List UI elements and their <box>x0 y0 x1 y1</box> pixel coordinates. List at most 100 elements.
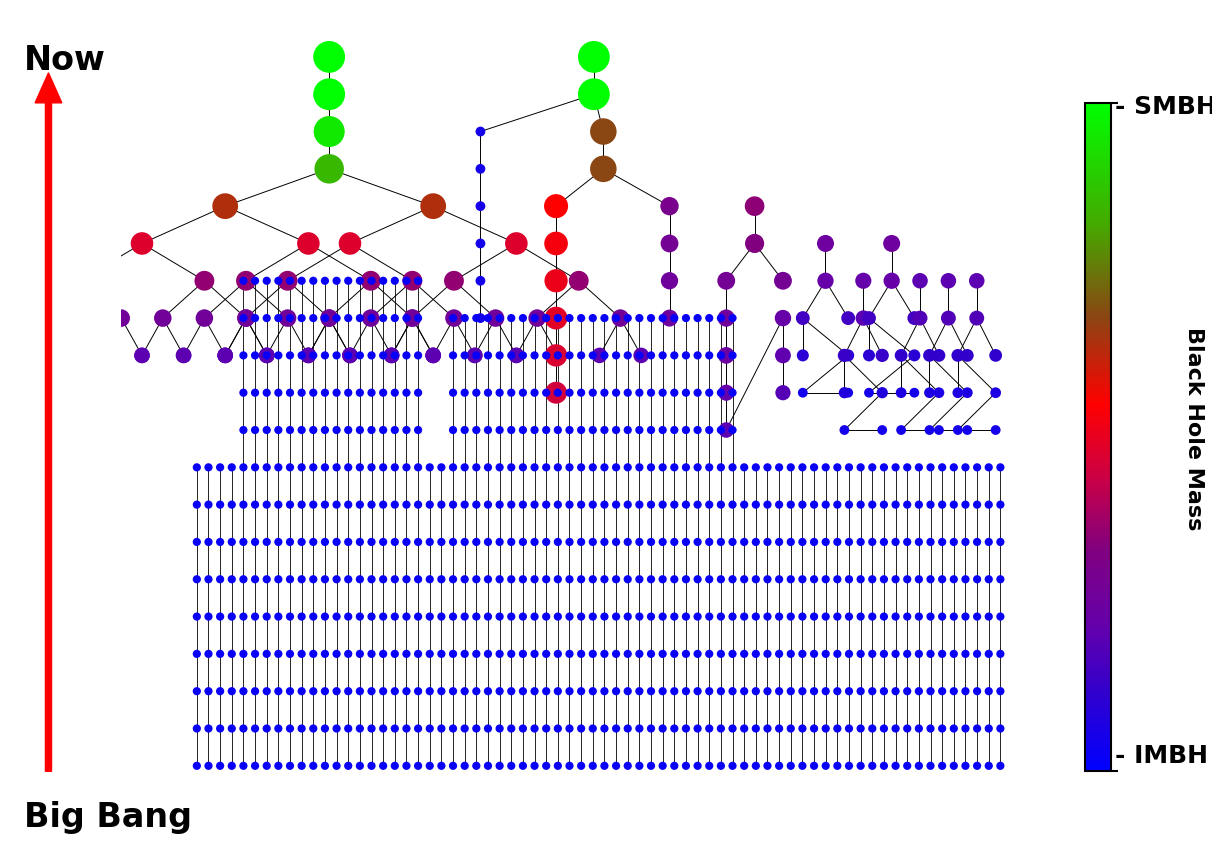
Point <box>571 647 590 661</box>
Point <box>594 162 613 176</box>
Point <box>547 349 566 363</box>
Point <box>327 423 347 437</box>
Point <box>195 274 215 288</box>
Point <box>537 572 556 586</box>
Point <box>537 722 556 735</box>
Point <box>920 349 939 363</box>
Point <box>699 423 719 437</box>
Point <box>571 759 590 773</box>
Point <box>280 423 299 437</box>
Point <box>816 274 835 288</box>
Point <box>280 685 299 698</box>
Point <box>320 124 339 138</box>
Point <box>990 572 1010 586</box>
Point <box>711 498 731 512</box>
Point <box>548 349 567 363</box>
Point <box>362 647 382 661</box>
Point <box>770 498 789 512</box>
Point <box>828 647 847 661</box>
Point <box>816 572 835 586</box>
Point <box>361 274 381 288</box>
Point <box>327 386 347 399</box>
Point <box>595 759 614 773</box>
Point <box>280 349 299 363</box>
Text: - SMBH: - SMBH <box>1115 95 1212 119</box>
Point <box>362 386 382 399</box>
Point <box>676 311 696 325</box>
Point <box>216 200 235 213</box>
Point <box>859 349 879 363</box>
Point <box>245 609 264 623</box>
Point <box>747 572 766 586</box>
Point <box>470 274 490 288</box>
Point <box>490 423 509 437</box>
Point <box>444 572 463 586</box>
Point <box>920 386 939 399</box>
Point <box>618 311 638 325</box>
Point <box>537 647 556 661</box>
Point <box>315 722 335 735</box>
Point <box>537 498 556 512</box>
Point <box>595 609 614 623</box>
Point <box>479 349 498 363</box>
Point <box>921 460 941 474</box>
Point <box>513 498 532 512</box>
Point <box>280 609 299 623</box>
Point <box>571 311 590 325</box>
Text: Now: Now <box>24 44 107 77</box>
Point <box>525 349 544 363</box>
Point <box>909 722 928 735</box>
Point <box>431 498 451 512</box>
Point <box>583 498 602 512</box>
Point <box>909 535 928 548</box>
Point <box>431 722 451 735</box>
Point <box>618 349 638 363</box>
Point <box>479 386 498 399</box>
Point <box>618 759 638 773</box>
Point <box>195 311 215 325</box>
Point <box>770 535 789 548</box>
Point <box>805 498 824 512</box>
Point <box>583 386 602 399</box>
Point <box>990 498 1010 512</box>
Point <box>891 423 911 437</box>
Point <box>467 386 486 399</box>
Point <box>199 647 218 661</box>
Point <box>711 722 731 735</box>
Point <box>606 460 625 474</box>
Point <box>303 722 322 735</box>
Point <box>236 274 256 288</box>
Point <box>548 386 567 399</box>
Point <box>467 535 486 548</box>
Point <box>688 349 708 363</box>
Point <box>362 535 382 548</box>
Point <box>571 498 590 512</box>
Point <box>930 423 949 437</box>
Point <box>805 460 824 474</box>
Point <box>560 498 579 512</box>
Point <box>303 535 322 548</box>
Point <box>303 386 322 399</box>
Point <box>722 609 742 623</box>
Point <box>606 535 625 548</box>
Point <box>269 423 288 437</box>
Point <box>699 535 719 548</box>
Point <box>507 349 526 363</box>
Point <box>653 722 673 735</box>
Point <box>979 759 999 773</box>
Point <box>350 386 370 399</box>
Point <box>350 535 370 548</box>
Point <box>560 311 579 325</box>
Point <box>327 759 347 773</box>
Point <box>773 274 793 288</box>
Point <box>444 685 463 698</box>
Point <box>967 460 987 474</box>
Point <box>606 498 625 512</box>
Point <box>234 535 253 548</box>
Point <box>921 685 941 698</box>
Point <box>280 311 299 325</box>
Point <box>341 349 360 363</box>
Point <box>537 349 556 363</box>
Point <box>222 572 241 586</box>
Point <box>373 423 393 437</box>
